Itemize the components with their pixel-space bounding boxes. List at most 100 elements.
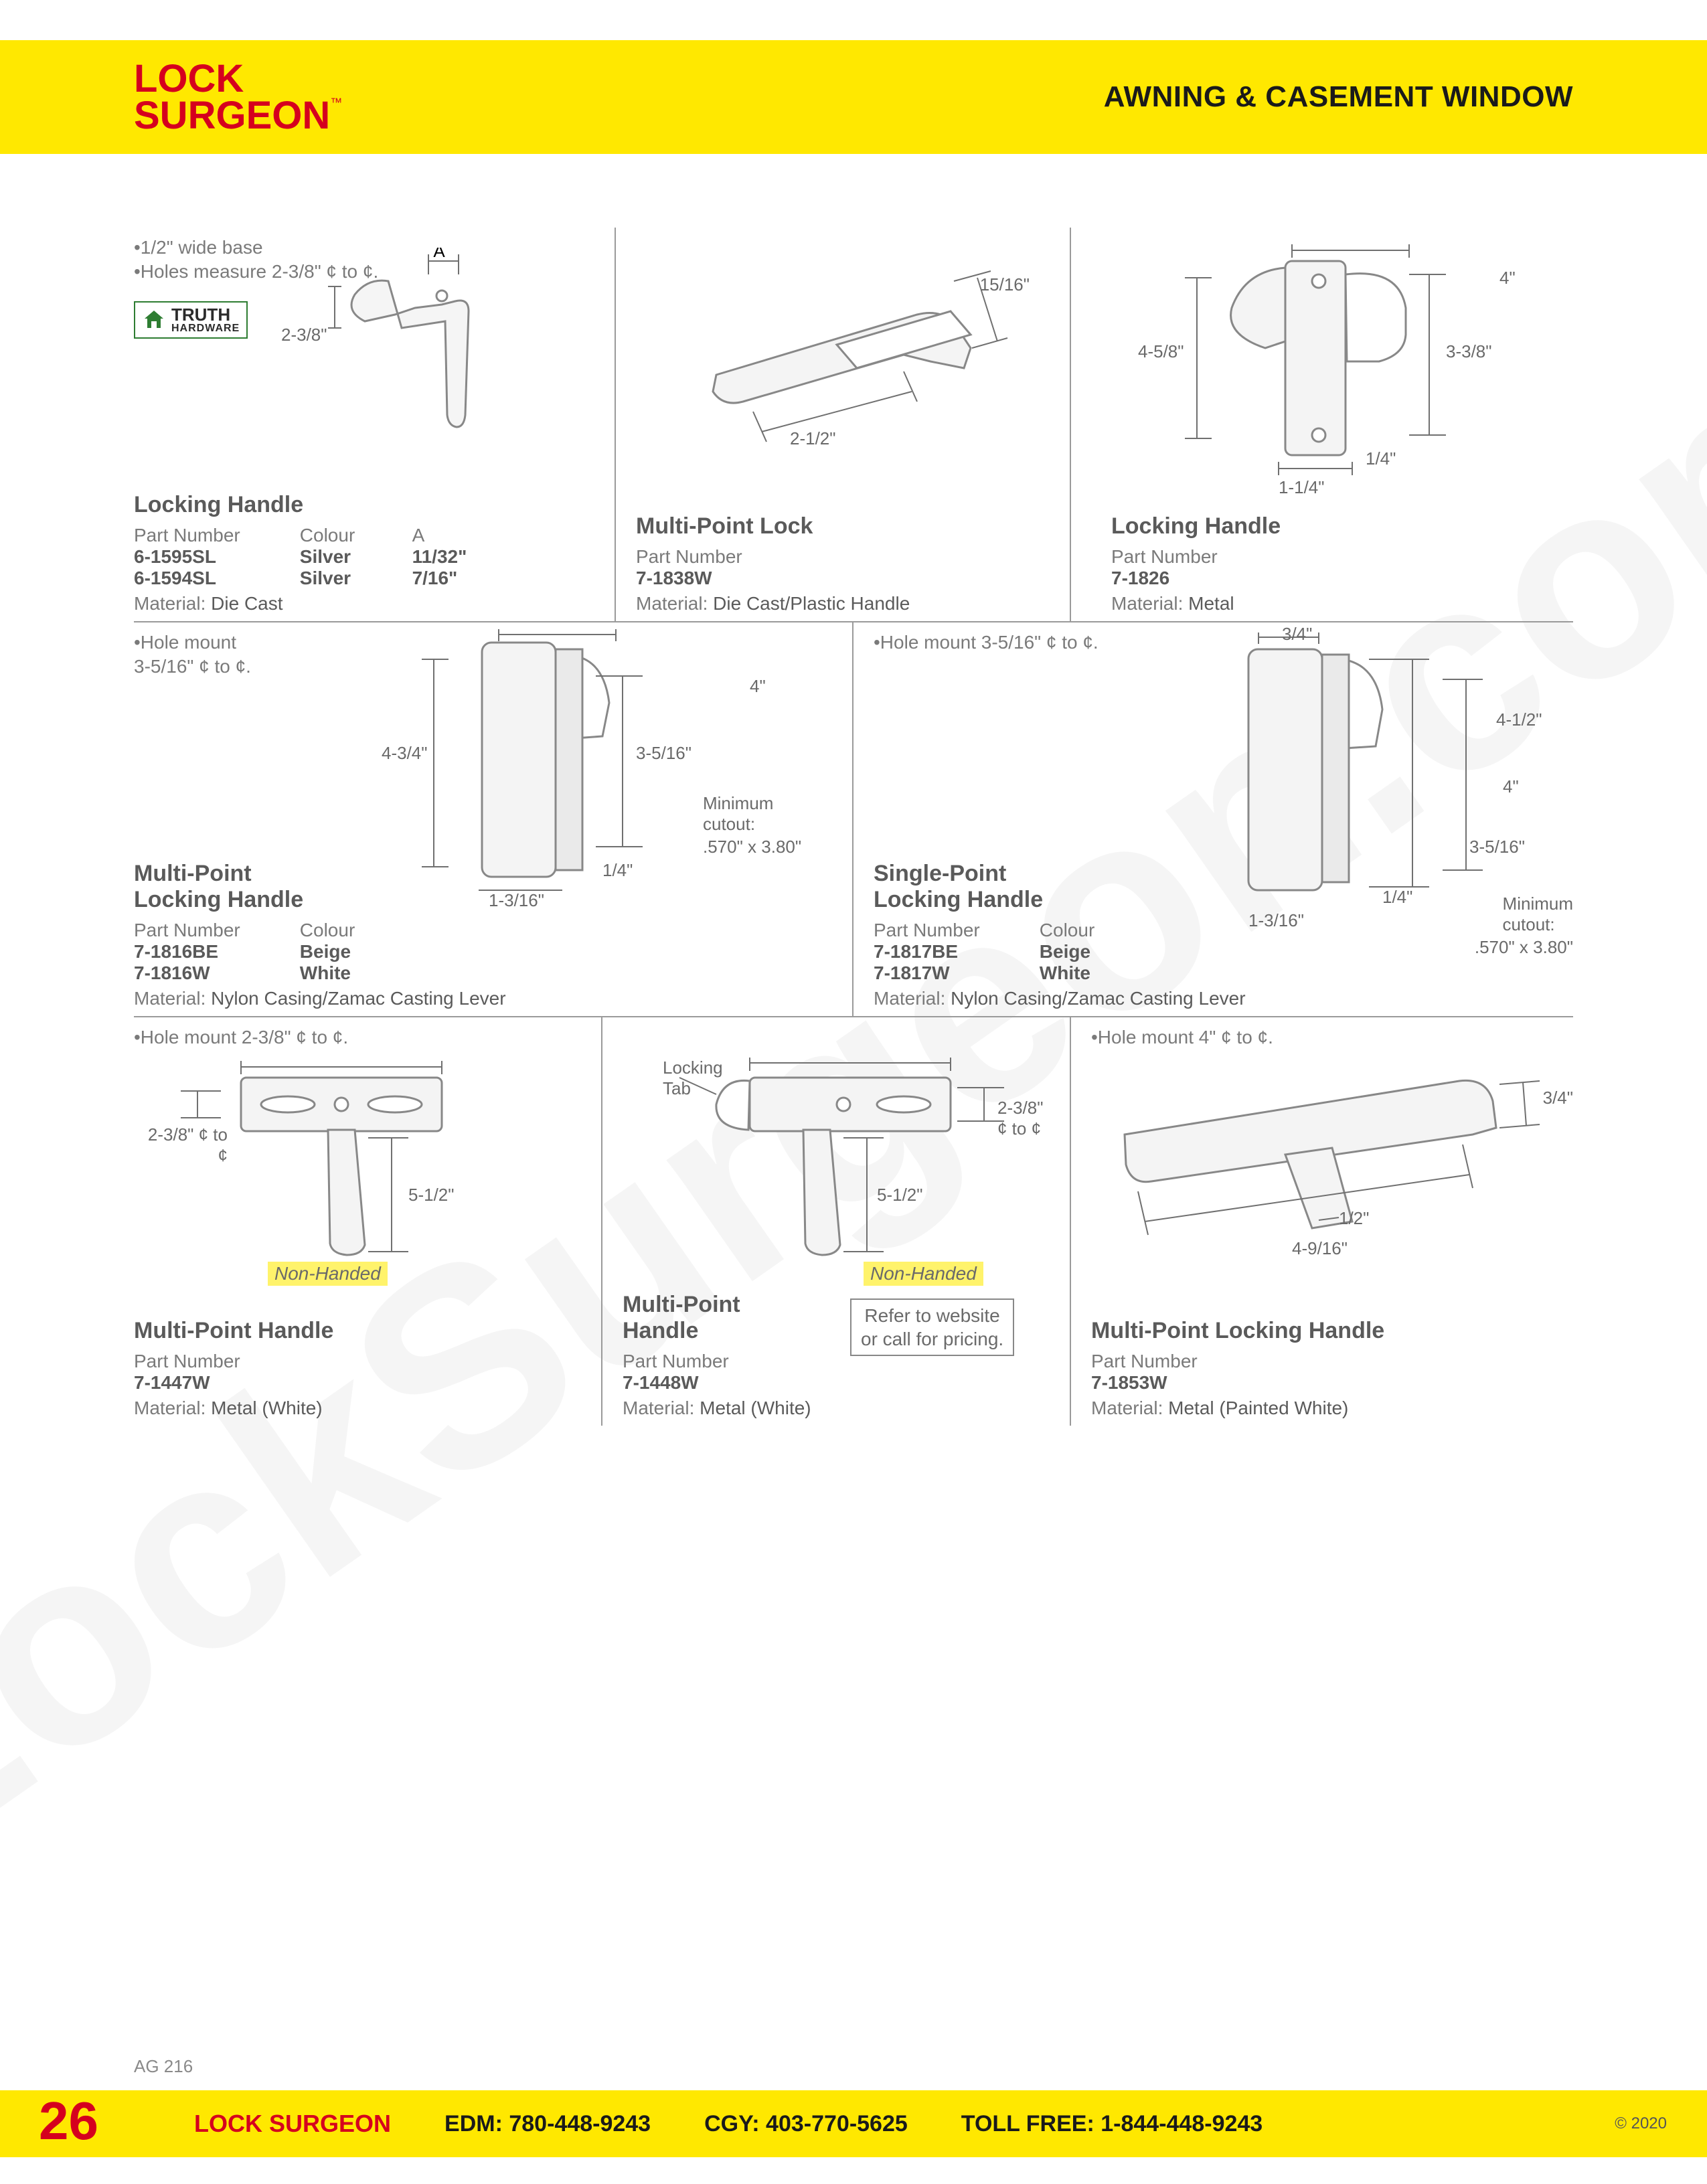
part-number: 6-1594SL xyxy=(134,568,295,589)
dim-label: 4" xyxy=(750,676,766,697)
catalog-row: •Hole mount 3-5/16" ¢ to ¢. 4-3/4" 3-5/1… xyxy=(134,622,1573,1017)
col-header: Part Number xyxy=(134,1351,295,1372)
dim-label: 2-3/8" xyxy=(281,325,327,345)
note-line: •Hole mount 2-3/8" ¢ to ¢. xyxy=(134,1025,601,1049)
part-number: 7-1817BE xyxy=(874,941,1034,962)
part-number: 7-1826 xyxy=(1111,568,1272,589)
logo-line1: LOCK xyxy=(134,60,342,97)
col-header: A xyxy=(412,525,493,546)
product-table: Part Number 7-1448W xyxy=(623,1351,837,1394)
contact-tollfree: TOLL FREE: 1-844-448-9243 xyxy=(961,2111,1263,2137)
colour-value: White xyxy=(300,962,407,984)
dim-label: 3-3/8" xyxy=(1446,341,1492,362)
brand-logo: LOCK SURGEON™ xyxy=(134,60,342,134)
note-line: •Hole mount 4" ¢ to ¢. xyxy=(1091,1025,1573,1049)
product-notes: •Hole mount 2-3/8" ¢ to ¢. xyxy=(134,1017,601,1049)
page-number: 26 xyxy=(39,2090,98,2152)
col-header: Part Number xyxy=(623,1351,783,1372)
material-line: Material: Die Cast/Plastic Handle xyxy=(636,593,1056,614)
material-line: Material: Metal (White) xyxy=(623,1398,837,1419)
material-line: Material: Metal (White) xyxy=(134,1398,588,1419)
material-line: Material: Nylon Casing/Zamac Casting Lev… xyxy=(134,988,839,1009)
ag-code: AG 216 xyxy=(134,2056,193,2077)
dim-label: 5-1/2" xyxy=(877,1185,923,1205)
product-cell: 15/16" 2-1/2" Multi-Point Lock Part Numb… xyxy=(616,228,1071,621)
product-title: Multi-Point Lock xyxy=(636,513,1056,539)
product-cell: •Hole mount 4" ¢ to ¢. 3/4" 1/2" 4-9/16"… xyxy=(1071,1017,1573,1426)
product-title: Single-Point Locking Handle xyxy=(874,861,1560,913)
pricing-note: Refer to website or call for pricing. xyxy=(850,1298,1014,1356)
product-cell: Locking Tab 5-1/2" 2-3/8" ¢ to ¢ xyxy=(602,1017,1071,1426)
part-number: 7-1838W xyxy=(636,568,797,589)
dim-label: 1-1/4" xyxy=(1279,477,1325,498)
col-header: Colour xyxy=(300,920,407,941)
logo-tm: ™ xyxy=(330,96,342,109)
nonhanded-badge: Non-Handed xyxy=(268,1262,388,1286)
product-table: Part Number Colour 7-1816BE Beige 7-1816… xyxy=(134,920,839,984)
dim-value: 7/16" xyxy=(412,568,493,589)
dim-value: 11/32" xyxy=(412,546,493,568)
material-line: Material: Die Cast xyxy=(134,593,601,614)
material-line: Material: Metal (Painted White) xyxy=(1091,1398,1573,1419)
product-cell: •1/2" wide base •Holes measure 2-3/8" ¢ … xyxy=(134,228,616,621)
dim-label: 1/4" xyxy=(1366,448,1396,469)
material-line: Material: Metal xyxy=(1111,593,1560,614)
part-number: 7-1447W xyxy=(134,1372,295,1394)
part-number: 7-1816BE xyxy=(134,941,295,962)
product-diagram xyxy=(1084,1054,1566,1268)
product-table: Part Number 7-1838W xyxy=(636,546,1056,589)
truth-line2: HARDWARE xyxy=(171,323,240,333)
product-title: Locking Handle xyxy=(1111,513,1560,539)
house-icon xyxy=(142,308,166,332)
product-cell: 4-5/8" 3-3/8" 4" 1-1/4" 1/4" Locking Han… xyxy=(1071,228,1573,621)
part-number: 7-1853W xyxy=(1091,1372,1252,1394)
colour-value: White xyxy=(1040,962,1147,984)
product-table: Part Number Colour A 6-1595SL Silver 11/… xyxy=(134,525,601,589)
product-table: Part Number 7-1826 xyxy=(1111,546,1560,589)
nonhanded-badge: Non-Handed xyxy=(864,1262,983,1286)
col-header: Part Number xyxy=(1111,546,1272,568)
dim-label: 5-1/2" xyxy=(408,1185,455,1205)
dim-label: 4" xyxy=(1503,776,1519,797)
product-table: Part Number Colour 7-1817BE Beige 7-1817… xyxy=(874,920,1560,984)
col-header: Part Number xyxy=(134,920,295,941)
dim-label: 3-5/16" xyxy=(1469,837,1525,857)
dim-label: A xyxy=(433,248,445,261)
contact-cgy: CGY: 403-770-5625 xyxy=(704,2111,908,2137)
colour-value: Silver xyxy=(300,568,407,589)
col-header: Part Number xyxy=(1091,1351,1252,1372)
product-title: Multi-Point Locking Handle xyxy=(134,861,839,913)
page-title: AWNING & CASEMENT WINDOW xyxy=(1104,80,1573,114)
dim-label: 4-5/8" xyxy=(1138,341,1184,362)
colour-value: Beige xyxy=(1040,941,1147,962)
dim-label: 2-1/2" xyxy=(790,428,836,449)
part-number: 7-1816W xyxy=(134,962,295,984)
product-table: Part Number 7-1447W xyxy=(134,1351,588,1394)
product-title: Multi-Point Locking Handle xyxy=(1091,1318,1573,1344)
product-notes: •Hole mount 4" ¢ to ¢. xyxy=(1071,1017,1573,1049)
dim-label: 2-3/8" ¢ to ¢ xyxy=(141,1124,228,1166)
product-diagram: A xyxy=(308,248,596,448)
footer-brand: LOCK SURGEON xyxy=(194,2110,391,2138)
truth-hardware-badge: TRUTH HARDWARE xyxy=(134,301,248,339)
product-title: Locking Handle xyxy=(134,492,601,518)
dim-label: .570" x 3.80" xyxy=(703,837,801,857)
colour-value: Beige xyxy=(300,941,407,962)
part-number: 7-1817W xyxy=(874,962,1034,984)
col-header: Colour xyxy=(300,525,407,546)
copyright: © 2020 xyxy=(1615,2114,1667,2133)
col-header: Part Number xyxy=(874,920,1034,941)
dim-label: 1/2" xyxy=(1339,1208,1369,1229)
dim-label: 4-1/2" xyxy=(1496,709,1542,730)
product-cell: •Hole mount 3-5/16" ¢ to ¢. 3/4" 4-1/2" … xyxy=(854,622,1573,1016)
dim-label: 4-3/4" xyxy=(382,743,428,764)
dim-label: 4" xyxy=(1499,268,1516,288)
product-table: Part Number 7-1853W xyxy=(1091,1351,1573,1394)
catalog-row: •Hole mount 2-3/8" ¢ to ¢. 2-3/8" ¢ to ¢… xyxy=(134,1017,1573,1426)
product-cell: •Hole mount 3-5/16" ¢ to ¢. 4-3/4" 3-5/1… xyxy=(134,622,854,1016)
page-header: LOCK SURGEON™ AWNING & CASEMENT WINDOW xyxy=(0,40,1707,154)
catalog-row: •1/2" wide base •Holes measure 2-3/8" ¢ … xyxy=(134,228,1573,622)
dim-label: 4-9/16" xyxy=(1292,1238,1348,1259)
col-header: Colour xyxy=(1040,920,1147,941)
page-footer: LOCK SURGEON EDM: 780-448-9243 CGY: 403-… xyxy=(0,2090,1707,2157)
